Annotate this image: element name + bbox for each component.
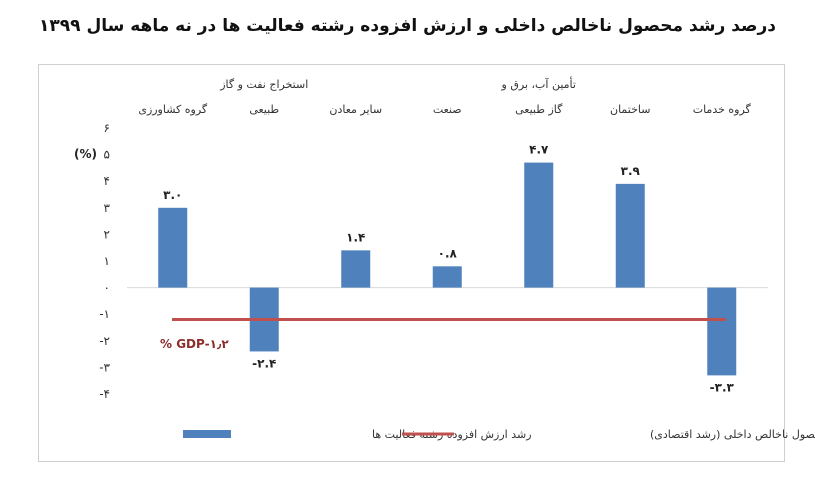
legend-label-gdp: رشد محصول ناخالص داخلی (رشد اقتصادی) — [650, 428, 815, 441]
data-label: -۲.۴ — [252, 356, 276, 370]
y-tick-label: ۰ — [104, 281, 110, 295]
y-axis-label: (%) — [74, 147, 97, 161]
category-label: طبیعی — [249, 103, 279, 116]
chart-frame — [38, 64, 785, 462]
chart-title: درصد رشد محصول ناخالص داخلی و ارزش افزود… — [39, 16, 776, 36]
y-tick-label: ۵ — [104, 148, 110, 162]
category-label: استخراج نفت و گاز — [219, 78, 308, 91]
bar — [158, 207, 188, 288]
category-label: صنعت — [433, 103, 462, 116]
category-label: گروه خدمات — [693, 103, 752, 116]
category-label: سایر معادن — [329, 103, 382, 116]
bar — [341, 250, 371, 288]
category-label: گاز طبیعی — [515, 103, 563, 116]
y-tick-label: ۶ — [104, 121, 110, 135]
bar — [432, 266, 462, 288]
category-label: گروه کشاورزی — [138, 103, 208, 116]
y-tick-label: -۴ — [99, 387, 110, 401]
gdp-annotation: % GDP-۱٫۲ — [160, 337, 229, 351]
category-label: تأمین آب، برق و — [501, 76, 576, 91]
y-tick-label: ۳ — [104, 201, 111, 215]
legend-swatch-bars — [183, 430, 231, 438]
data-label: ۴.۷ — [529, 143, 549, 157]
y-tick-label: ۱ — [104, 254, 110, 268]
y-tick-label: -۱ — [99, 307, 110, 321]
y-tick-label: ۲ — [104, 227, 110, 241]
data-label: ۰.۸ — [438, 246, 458, 260]
bar — [707, 287, 737, 376]
y-tick-label: -۳ — [99, 360, 110, 374]
data-label: -۳.۳ — [710, 380, 735, 394]
y-tick-label: -۲ — [99, 334, 110, 348]
bar — [524, 162, 554, 288]
data-label: ۱.۴ — [346, 230, 365, 244]
y-tick-label: ۴ — [104, 174, 110, 188]
data-label: ۳.۹ — [621, 164, 641, 178]
data-label: ۳.۰ — [163, 188, 182, 202]
category-label: ساختمان — [610, 103, 650, 116]
bar — [615, 183, 645, 288]
